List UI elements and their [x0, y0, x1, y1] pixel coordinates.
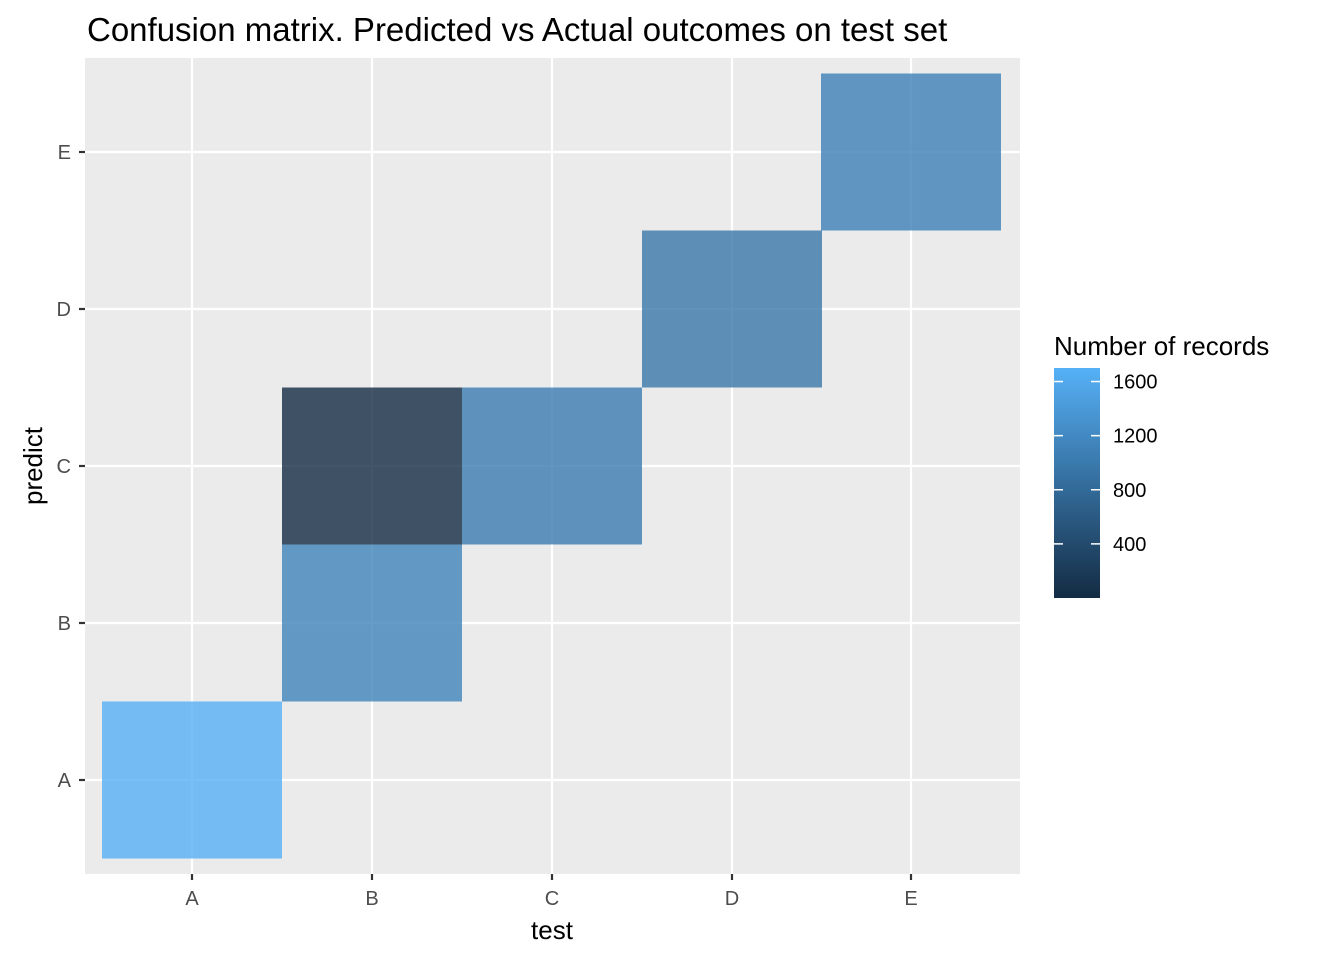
y-tick-label-D: D	[57, 299, 71, 321]
y-tick-label-C: C	[57, 456, 71, 478]
legend-tick-label-800: 800	[1113, 480, 1146, 502]
x-tick-label-B: B	[365, 888, 378, 910]
heatmap-cells	[102, 73, 1001, 859]
heatmap-cell-A-A	[102, 701, 282, 859]
legend-ticks: 400 800 1200 1600	[1054, 372, 1158, 556]
y-tick-label-B: B	[58, 613, 71, 635]
legend-title: Number of records	[1054, 331, 1269, 361]
y-axis: A B C D E	[57, 142, 85, 792]
heatmap-cell-C-C	[462, 387, 642, 545]
x-axis-title: test	[531, 915, 574, 945]
y-tick-label-A: A	[58, 770, 72, 792]
heatmap-cell-D-D	[642, 230, 822, 388]
heatmap-cell-B-C	[282, 387, 462, 545]
legend-tick-label-1600: 1600	[1113, 372, 1158, 394]
chart-title: Confusion matrix. Predicted vs Actual ou…	[87, 11, 947, 48]
y-axis-title: predict	[18, 426, 48, 505]
legend-tick-label-400: 400	[1113, 534, 1146, 556]
x-tick-label-C: C	[545, 888, 559, 910]
x-axis: A B C D E	[185, 874, 918, 910]
x-tick-label-D: D	[725, 888, 739, 910]
heatmap-cell-B-B	[282, 544, 462, 702]
y-tick-label-E: E	[58, 142, 71, 164]
x-tick-label-A: A	[185, 888, 199, 910]
legend: Number of records 400 800 1200 1600	[1054, 331, 1269, 598]
legend-colorbar	[1054, 368, 1100, 598]
x-tick-label-E: E	[904, 888, 917, 910]
heatmap-cell-E-E	[821, 73, 1001, 231]
legend-tick-label-1200: 1200	[1113, 426, 1158, 448]
